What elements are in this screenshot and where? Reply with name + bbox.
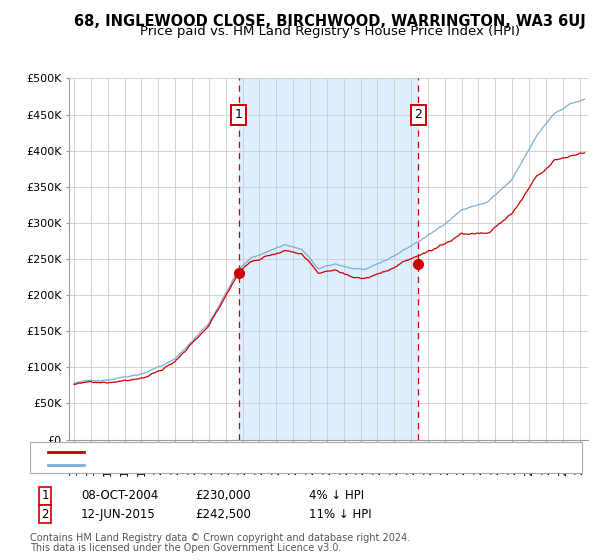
Text: Price paid vs. HM Land Registry's House Price Index (HPI): Price paid vs. HM Land Registry's House … — [140, 25, 520, 38]
Text: 11% ↓ HPI: 11% ↓ HPI — [309, 507, 371, 521]
Text: 12-JUN-2015: 12-JUN-2015 — [81, 507, 156, 521]
Text: 1: 1 — [235, 108, 242, 121]
Text: £230,000: £230,000 — [195, 489, 251, 502]
Text: 2: 2 — [41, 507, 49, 521]
Text: HPI: Average price, detached house, Warrington: HPI: Average price, detached house, Warr… — [93, 460, 361, 470]
Text: 08-OCT-2004: 08-OCT-2004 — [81, 489, 158, 502]
Text: 1: 1 — [41, 489, 49, 502]
Text: 68, INGLEWOOD CLOSE, BIRCHWOOD, WARRINGTON, WA3 6UJ (detached house): 68, INGLEWOOD CLOSE, BIRCHWOOD, WARRINGT… — [93, 447, 543, 456]
Text: 4% ↓ HPI: 4% ↓ HPI — [309, 489, 364, 502]
Text: 68, INGLEWOOD CLOSE, BIRCHWOOD, WARRINGTON, WA3 6UJ: 68, INGLEWOOD CLOSE, BIRCHWOOD, WARRINGT… — [74, 14, 586, 29]
Bar — [239, 78, 418, 440]
Text: 2: 2 — [415, 108, 422, 121]
Text: Contains HM Land Registry data © Crown copyright and database right 2024.: Contains HM Land Registry data © Crown c… — [30, 533, 410, 543]
Text: £242,500: £242,500 — [195, 507, 251, 521]
Text: This data is licensed under the Open Government Licence v3.0.: This data is licensed under the Open Gov… — [30, 543, 341, 553]
